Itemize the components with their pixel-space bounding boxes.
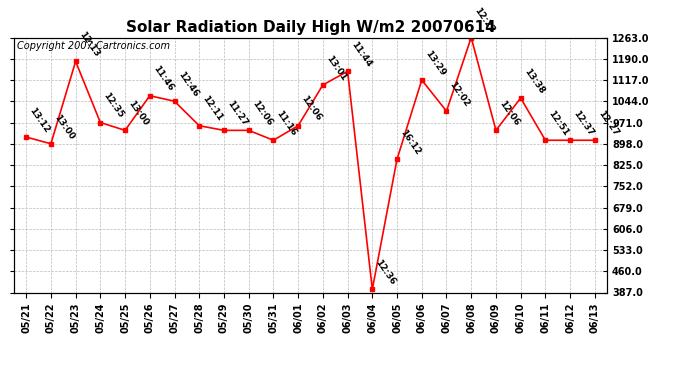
- Text: 13:00: 13:00: [52, 112, 76, 141]
- Text: 12:06: 12:06: [250, 99, 274, 128]
- Text: 13:12: 13:12: [28, 106, 51, 134]
- Text: 12:13: 12:13: [77, 30, 101, 58]
- Text: 12:02: 12:02: [448, 80, 471, 108]
- Text: 12:37: 12:37: [571, 109, 595, 138]
- Text: 13:00: 13:00: [126, 99, 150, 128]
- Text: 11:44: 11:44: [349, 40, 373, 69]
- Text: 13:38: 13:38: [522, 67, 546, 95]
- Text: 11:46: 11:46: [151, 64, 175, 93]
- Text: 16:12: 16:12: [398, 128, 422, 156]
- Text: 12:23: 12:23: [473, 6, 496, 35]
- Text: 12:11: 12:11: [201, 94, 224, 123]
- Text: Copyright 2007 Cartronics.com: Copyright 2007 Cartronics.com: [17, 41, 170, 51]
- Text: 12:27: 12:27: [596, 109, 620, 138]
- Text: 12:06: 12:06: [299, 94, 323, 123]
- Text: 13:29: 13:29: [423, 48, 447, 77]
- Text: 11:27: 11:27: [226, 99, 249, 128]
- Title: Solar Radiation Daily High W/m2 20070614: Solar Radiation Daily High W/m2 20070614: [126, 20, 495, 35]
- Text: 12:51: 12:51: [546, 109, 571, 138]
- Text: 11:16: 11:16: [275, 109, 299, 138]
- Text: 12:35: 12:35: [101, 91, 126, 120]
- Text: 12:46: 12:46: [176, 70, 200, 99]
- Text: 13:01: 13:01: [324, 54, 348, 82]
- Text: 12:36: 12:36: [374, 258, 397, 286]
- Text: 12:06: 12:06: [497, 99, 521, 128]
